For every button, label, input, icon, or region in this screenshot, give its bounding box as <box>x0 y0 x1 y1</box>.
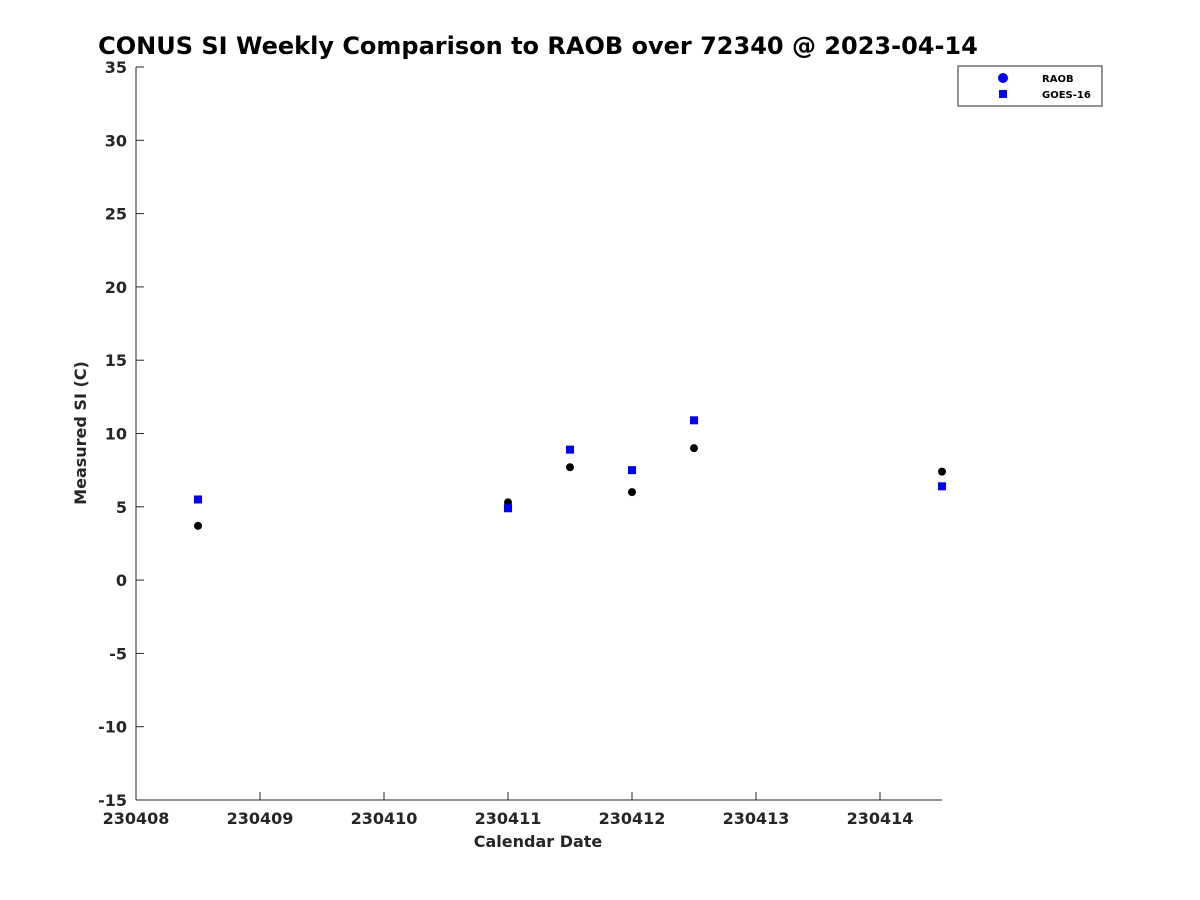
legend-label: GOES-16 <box>1042 90 1091 101</box>
raob-point <box>566 463 574 472</box>
legend: RAOB GOES-16 <box>957 65 1103 107</box>
goes-16-point <box>628 466 636 475</box>
goes-16-point <box>938 482 946 491</box>
y-tick-label: -5 <box>109 644 127 663</box>
raob-point <box>690 444 698 453</box>
legend-marker-goes-16 <box>999 90 1007 98</box>
goes-16-point <box>566 445 574 454</box>
y-tick-label: 10 <box>105 425 127 444</box>
y-tick-label: 20 <box>105 278 127 297</box>
x-tick-label: 230412 <box>599 809 666 828</box>
x-tick-label: 230408 <box>103 809 170 828</box>
x-tick-label: 230409 <box>227 809 294 828</box>
y-tick-label: -10 <box>98 718 127 737</box>
chart-title: CONUS SI Weekly Comparison to RAOB over … <box>98 32 978 60</box>
x-tick-label: 230411 <box>475 809 542 828</box>
x-tick-label: 230410 <box>351 809 418 828</box>
series-raob <box>194 444 946 530</box>
y-tick-label: -15 <box>98 791 127 810</box>
legend-label: RAOB <box>1042 74 1074 85</box>
data-points <box>194 416 946 530</box>
axes <box>135 67 942 801</box>
y-tick-label: 15 <box>105 351 127 370</box>
ticks: 230408 230409 230410 230411 230412 230413 2304… <box>98 58 913 828</box>
y-tick-label: 25 <box>105 205 127 224</box>
y-axis-label: Measured SI (C) <box>71 361 90 505</box>
legend-marker-raob <box>998 73 1008 83</box>
goes-16-point <box>194 495 202 504</box>
raob-point <box>628 488 636 497</box>
goes-16-point <box>690 416 698 425</box>
series-goes-16 <box>194 416 946 513</box>
raob-point <box>938 467 946 476</box>
y-tick-label: 30 <box>105 131 127 150</box>
goes-16-point <box>504 504 512 513</box>
x-tick-label: 230413 <box>723 809 790 828</box>
x-tick-label: 230414 <box>847 809 914 828</box>
y-tick-label: 5 <box>116 498 127 517</box>
legend-box <box>957 65 1103 107</box>
raob-point <box>194 521 202 530</box>
x-axis-label: Calendar Date <box>474 832 603 851</box>
y-tick-label: 0 <box>116 571 127 590</box>
y-tick-label: 35 <box>105 58 127 77</box>
